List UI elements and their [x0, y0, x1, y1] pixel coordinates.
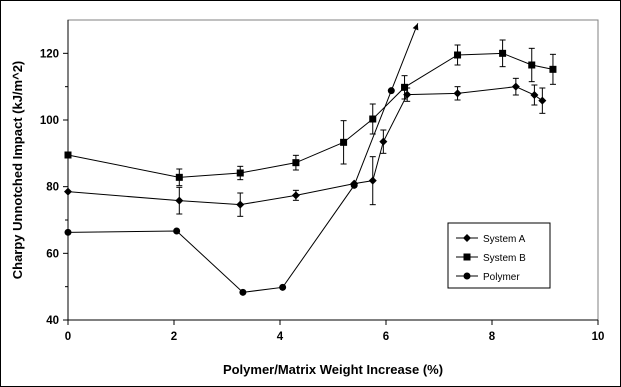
- data-point: [401, 83, 409, 91]
- y-tick-label: 120: [40, 48, 59, 60]
- data-point: [236, 169, 244, 177]
- axes: 0 2 4 6 8 10 40 60 80 100 120: [40, 20, 605, 343]
- x-tick-label: 8: [489, 331, 496, 343]
- legend-label: System B: [483, 253, 526, 264]
- x-tick-label: 6: [383, 331, 389, 343]
- data-point: [239, 288, 247, 296]
- data-point: [64, 228, 72, 236]
- data-point: [499, 49, 507, 57]
- y-axis-title: Charpy Unnotched Impact (kJ/m^2): [10, 61, 25, 280]
- x-tick-label: 10: [592, 331, 605, 343]
- y-tick-label: 40: [46, 315, 59, 327]
- data-point: [175, 196, 184, 205]
- data-point: [175, 173, 183, 181]
- data-point: [511, 82, 520, 91]
- y-tick-label: 100: [40, 115, 59, 127]
- data-point-arrow: [412, 23, 419, 31]
- y-tick-label: 80: [46, 182, 59, 194]
- data-point: [292, 159, 300, 167]
- data-point: [403, 90, 412, 99]
- series-polymer: [64, 23, 419, 296]
- series-system-a: [64, 77, 547, 217]
- data-point: [350, 181, 358, 189]
- data-point: [387, 87, 395, 95]
- data-point: [340, 138, 348, 146]
- data-point: [236, 200, 245, 209]
- x-tick-label: 0: [65, 331, 71, 343]
- data-point: [530, 91, 539, 99]
- legend-item-system-b: System B: [456, 253, 526, 264]
- data-point: [173, 227, 181, 235]
- data-point: [549, 65, 557, 73]
- series-line-system-a: [67, 86, 543, 206]
- legend-label: Polymer: [483, 272, 520, 283]
- legend-item-system-a: System A: [456, 234, 526, 245]
- x-tick-label: 4: [277, 331, 284, 343]
- x-tick-label: 2: [171, 331, 177, 343]
- data-point: [291, 191, 300, 200]
- legend-label: System A: [483, 234, 526, 245]
- data-point: [368, 176, 377, 185]
- series-system-b: [64, 39, 557, 187]
- data-point: [538, 96, 547, 105]
- legend-item-polymer: Polymer: [456, 272, 520, 283]
- data-point: [379, 137, 388, 146]
- data-point: [528, 61, 536, 69]
- legend-marker: [463, 253, 471, 261]
- data-point: [454, 51, 462, 59]
- data-point: [64, 151, 72, 159]
- data-point: [369, 115, 377, 123]
- legend-marker: [463, 234, 471, 242]
- data-point: [64, 187, 72, 196]
- data-point: [279, 283, 287, 291]
- data-point: [453, 89, 462, 98]
- y-tick-label: 60: [46, 248, 59, 260]
- legend: System A System B Polymer: [447, 222, 551, 289]
- x-axis-title: Polymer/Matrix Weight Increase (%): [223, 362, 443, 377]
- series-layer: [64, 23, 557, 296]
- legend-marker: [463, 272, 471, 280]
